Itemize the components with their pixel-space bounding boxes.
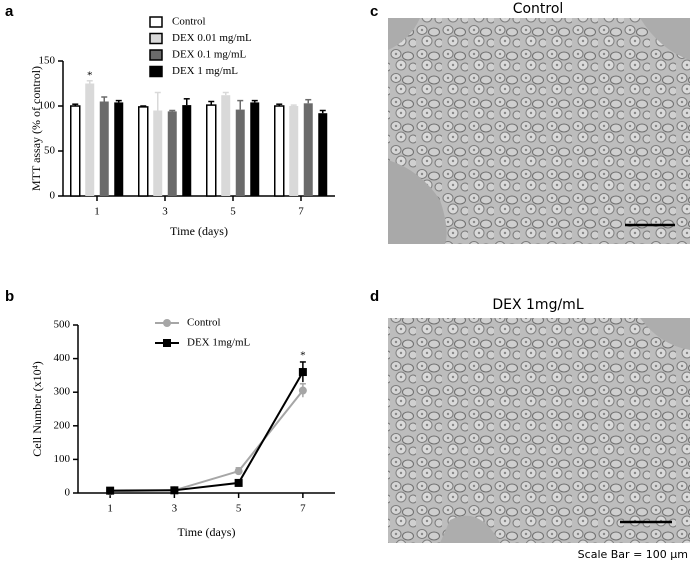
- x-axis-label: Time (days): [170, 224, 228, 238]
- y-tick-label: 100: [39, 100, 56, 112]
- y-tick-label: 100: [54, 453, 71, 465]
- bar: [85, 83, 95, 196]
- legend-label: DEX 0.1 mg/mL: [172, 49, 247, 61]
- panel-label: c: [370, 3, 378, 20]
- y-axis-label: MTT assay (% of control): [29, 66, 43, 191]
- legend-marker: [163, 319, 171, 327]
- y-tick-label: 150: [39, 55, 56, 67]
- y-axis-label: Cell Number (x10⁴): [30, 361, 44, 457]
- x-tick-label: 1: [94, 206, 100, 218]
- legend-label: Control: [187, 317, 221, 329]
- y-tick-label: 50: [44, 145, 56, 157]
- image-title: Control: [513, 1, 564, 17]
- bar: [182, 105, 192, 196]
- micrograph: [388, 18, 690, 244]
- marker: [106, 486, 115, 495]
- annotation: *: [300, 349, 306, 361]
- legend-label: DEX 0.01 mg/mL: [172, 32, 252, 44]
- legend-swatch: [149, 49, 163, 61]
- y-tick-label: 0: [65, 487, 71, 499]
- micrograph: [388, 318, 690, 543]
- legend-swatch: [149, 16, 163, 28]
- bar: [274, 105, 285, 197]
- line: [110, 389, 304, 493]
- panel-label: b: [5, 288, 14, 305]
- y-tick-label: 400: [54, 352, 71, 364]
- legend-label: DEX 1 mg/mL: [172, 65, 238, 77]
- y-tick-label: 500: [54, 319, 71, 331]
- marker: [234, 478, 243, 487]
- x-tick-label: 1: [107, 503, 113, 515]
- marker: [234, 467, 243, 476]
- legend-label: DEX 1mg/mL: [187, 337, 251, 349]
- marker: [298, 368, 307, 377]
- legend-swatch: [149, 65, 163, 78]
- line: [110, 371, 304, 492]
- x-tick-label: 5: [236, 503, 242, 515]
- annotation: *: [87, 69, 93, 81]
- legend-marker: [163, 339, 171, 347]
- panel-label: d: [370, 288, 379, 305]
- bar: [206, 104, 217, 197]
- panel-label: a: [5, 3, 14, 20]
- x-tick-label: 3: [172, 503, 178, 515]
- bar: [99, 101, 109, 196]
- marker: [298, 386, 307, 395]
- bar: [289, 106, 299, 196]
- x-tick-label: 7: [300, 503, 306, 515]
- y-tick-label: 0: [50, 190, 56, 202]
- legend-swatch: [149, 32, 163, 45]
- x-tick-label: 5: [230, 206, 236, 218]
- bar: [221, 95, 231, 196]
- legend-label: Control: [172, 16, 206, 28]
- bar: [318, 113, 328, 196]
- bar: [70, 105, 81, 197]
- bar: [138, 106, 149, 197]
- x-tick-label: 7: [298, 206, 304, 218]
- bar: [235, 109, 245, 196]
- bar: [250, 102, 260, 196]
- bar: [303, 103, 313, 196]
- bar: [114, 102, 124, 196]
- x-axis-label: Time (days): [178, 525, 236, 539]
- x-tick-label: 3: [162, 206, 168, 218]
- marker: [170, 486, 179, 495]
- y-tick-label: 300: [54, 386, 71, 398]
- image-title: DEX 1mg/mL: [492, 297, 583, 313]
- scale-bar-label: Scale Bar = 100 µm: [578, 548, 688, 561]
- bar: [153, 110, 163, 196]
- y-tick-label: 200: [54, 419, 71, 431]
- bar: [167, 111, 177, 196]
